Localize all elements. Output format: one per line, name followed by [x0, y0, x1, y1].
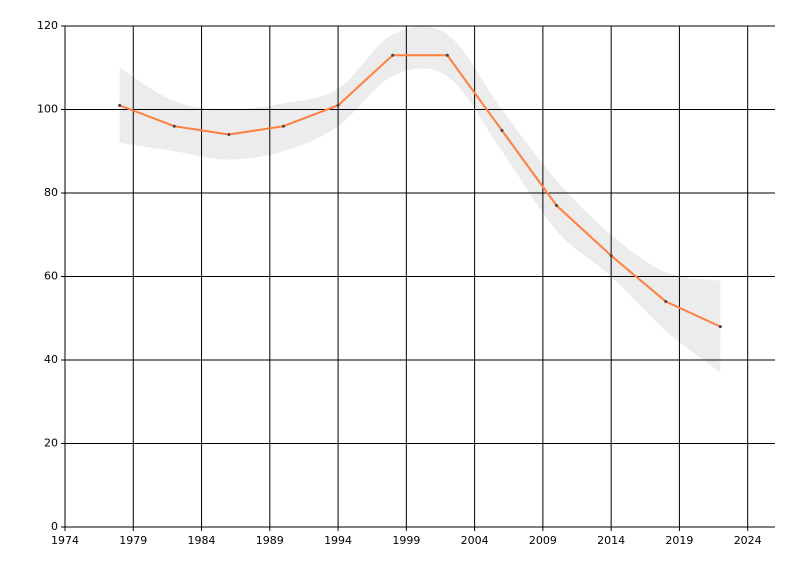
y-tick-label: 120: [37, 19, 58, 32]
point: [227, 133, 231, 137]
x-tick-label: 1984: [188, 534, 216, 547]
x-tick-label: 1979: [119, 534, 147, 547]
point: [664, 300, 668, 304]
y-tick-label: 100: [37, 103, 58, 116]
x-tick-label: 2019: [665, 534, 693, 547]
point: [391, 53, 395, 57]
x-tick-label: 2009: [529, 534, 557, 547]
y-tick-label: 40: [44, 353, 58, 366]
y-tick-label: 20: [44, 437, 58, 450]
point: [118, 103, 122, 107]
point: [336, 103, 340, 107]
x-tick-label: 2024: [734, 534, 762, 547]
point: [609, 254, 613, 258]
point: [281, 124, 285, 128]
point: [555, 204, 559, 208]
point: [445, 53, 449, 57]
y-tick-label: 60: [44, 270, 58, 283]
series-line: [119, 54, 721, 328]
y-tick-label: 0: [51, 520, 58, 533]
x-tick-label: 1994: [324, 534, 352, 547]
confidence-band: [119, 26, 721, 373]
x-tick-label: 2014: [597, 534, 625, 547]
point: [172, 124, 176, 128]
point: [500, 128, 504, 132]
point: [718, 325, 722, 329]
x-tick-label: 1999: [392, 534, 420, 547]
x-tick-label: 1974: [51, 534, 79, 547]
x-tick-label: 2004: [461, 534, 489, 547]
y-tick-label: 80: [44, 186, 58, 199]
x-tick-label: 1989: [256, 534, 284, 547]
